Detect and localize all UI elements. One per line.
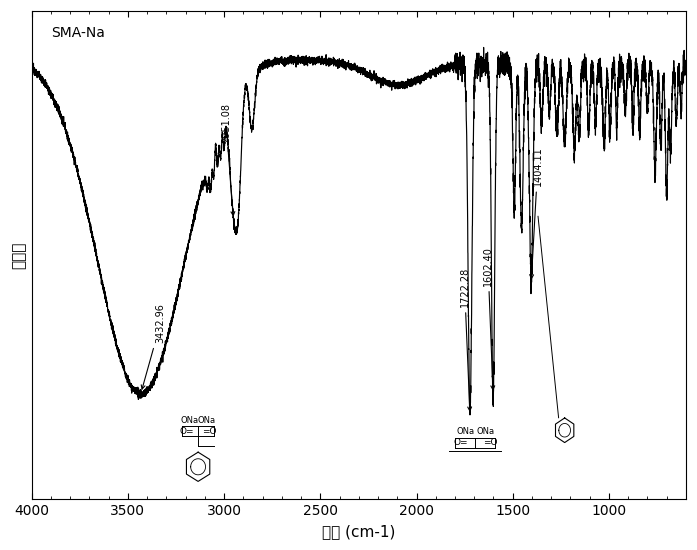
Text: 3432.96: 3432.96 (141, 303, 166, 389)
Text: 1404.11: 1404.11 (530, 147, 543, 279)
Text: =O: =O (202, 427, 216, 436)
Text: SMA-Na: SMA-Na (52, 26, 105, 40)
Text: O=: O= (180, 427, 194, 436)
Text: ONa: ONa (476, 427, 494, 436)
Text: 2951.08: 2951.08 (221, 103, 235, 216)
Text: ONa: ONa (181, 416, 199, 425)
X-axis label: 波数 (cm-1): 波数 (cm-1) (322, 524, 395, 539)
Text: 1602.40: 1602.40 (483, 246, 495, 390)
Text: ONa: ONa (456, 427, 474, 436)
Text: =O: =O (483, 438, 498, 447)
Text: ONa: ONa (197, 416, 215, 425)
Text: O=: O= (453, 438, 468, 447)
Y-axis label: 透射率: 透射率 (11, 241, 26, 269)
Text: 1722.28: 1722.28 (459, 267, 472, 411)
